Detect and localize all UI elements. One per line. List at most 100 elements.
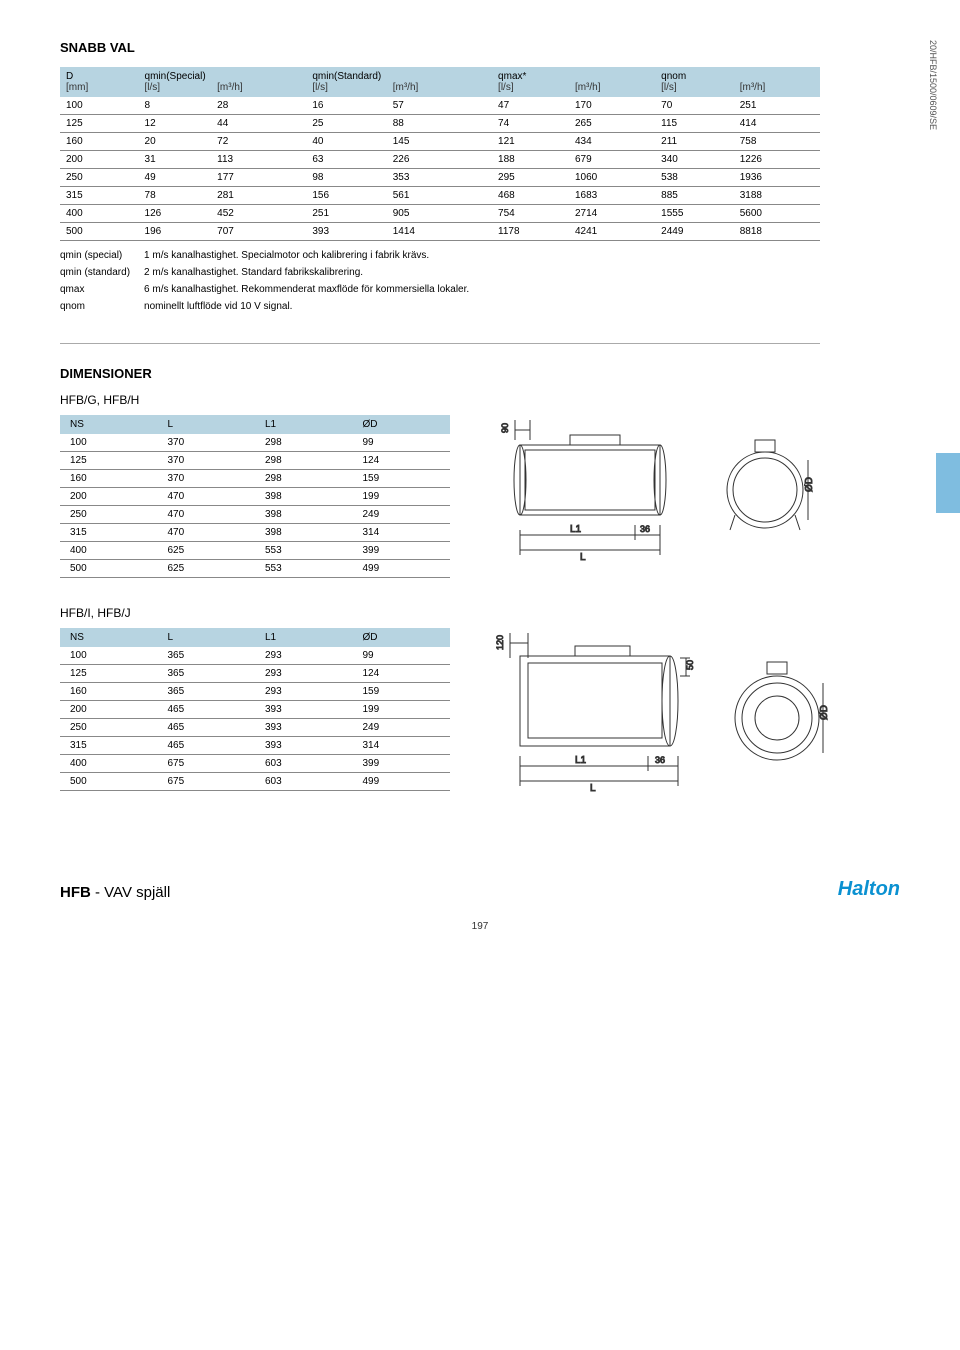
product-label: HFB - VAV spjäll xyxy=(60,884,170,901)
cell: 293 xyxy=(255,683,353,701)
cell: 188 xyxy=(492,151,569,169)
table-row: 160207240145121434211758 xyxy=(60,133,820,151)
col: L1 xyxy=(255,415,353,434)
cell: 465 xyxy=(158,701,256,719)
cell: 251 xyxy=(734,97,820,115)
cell: 370 xyxy=(158,470,256,488)
cell: 145 xyxy=(387,133,492,151)
cell: 199 xyxy=(353,488,451,506)
table-row: 20031113632261886793401226 xyxy=(60,151,820,169)
cell: 295 xyxy=(492,169,569,187)
page-number: 197 xyxy=(60,921,900,932)
cell: 470 xyxy=(158,506,256,524)
note-row: qmin (special)1 m/s kanalhastighet. Spec… xyxy=(60,247,483,264)
cell: 49 xyxy=(139,169,212,187)
document-code: 20/HFB/1500/0609/SE xyxy=(928,40,938,130)
cell: 63 xyxy=(306,151,386,169)
cell: 293 xyxy=(255,665,353,683)
side-view-svg: 120 50 L1 36 L xyxy=(480,628,710,798)
cell: 298 xyxy=(255,452,353,470)
cell: 1060 xyxy=(569,169,655,187)
dim2-table: NSLL1ØD 10036529399125365293124160365293… xyxy=(60,628,450,791)
cell: 159 xyxy=(353,683,451,701)
cell: 251 xyxy=(306,205,386,223)
svg-text:ØD: ØD xyxy=(804,477,815,492)
cell: 100 xyxy=(60,647,158,665)
cell: 100 xyxy=(60,97,139,115)
cell: 12 xyxy=(139,115,212,133)
cell: 370 xyxy=(158,452,256,470)
svg-text:L1: L1 xyxy=(570,524,582,535)
cell: 399 xyxy=(353,755,451,773)
product-code: HFB xyxy=(60,884,91,901)
col: L xyxy=(158,415,256,434)
col: ØD xyxy=(353,415,451,434)
table-row: 3157828115656146816838853188 xyxy=(60,187,820,205)
table-row: 500675603499 xyxy=(60,773,450,791)
cell: 675 xyxy=(158,755,256,773)
cell: 434 xyxy=(569,133,655,151)
cell: 468 xyxy=(492,187,569,205)
cell: 298 xyxy=(255,434,353,452)
cell: 499 xyxy=(353,773,451,791)
cell: 250 xyxy=(60,506,158,524)
cell: 315 xyxy=(60,187,139,205)
cell: 200 xyxy=(60,151,139,169)
cell: 465 xyxy=(158,737,256,755)
cell: 398 xyxy=(255,506,353,524)
brand-logo: Halton xyxy=(838,878,900,901)
cell: 3188 xyxy=(734,187,820,205)
table-row: 400625553399 xyxy=(60,542,450,560)
cell: 124 xyxy=(353,452,451,470)
col-d: D xyxy=(60,67,139,82)
cell: 170 xyxy=(569,97,655,115)
cell: 211 xyxy=(655,133,734,151)
svg-text:L: L xyxy=(590,783,596,794)
table-row: 250465393249 xyxy=(60,719,450,737)
cell: 100 xyxy=(60,434,158,452)
cell: 452 xyxy=(211,205,306,223)
cell: 72 xyxy=(211,133,306,151)
table-row: 160370298159 xyxy=(60,470,450,488)
cell: 40 xyxy=(306,133,386,151)
table-row: 400675603399 xyxy=(60,755,450,773)
cell: 370 xyxy=(158,434,256,452)
cell: 196 xyxy=(139,223,212,241)
cell: 25 xyxy=(306,115,386,133)
unit-ls: [l/s] xyxy=(655,82,734,97)
section-title-dimensioner: DIMENSIONER xyxy=(60,366,900,381)
cell: 314 xyxy=(353,737,451,755)
svg-text:36: 36 xyxy=(655,755,665,765)
cell: 625 xyxy=(158,560,256,578)
unit-mm: [mm] xyxy=(60,82,139,97)
divider xyxy=(60,343,820,344)
table-row: 200465393199 xyxy=(60,701,450,719)
col-qnom: qnom xyxy=(655,67,820,82)
cell: 561 xyxy=(387,187,492,205)
end-view-svg: ØD xyxy=(720,430,815,550)
cell: 159 xyxy=(353,470,451,488)
section-title-snabbval: SNABB VAL xyxy=(60,40,900,55)
cell: 465 xyxy=(158,719,256,737)
table-row: 10036529399 xyxy=(60,647,450,665)
cell: 365 xyxy=(158,665,256,683)
cell: 315 xyxy=(60,524,158,542)
cell: 625 xyxy=(158,542,256,560)
svg-text:120: 120 xyxy=(495,635,505,650)
cell: 177 xyxy=(211,169,306,187)
cell: 57 xyxy=(387,97,492,115)
cell: 365 xyxy=(158,683,256,701)
cell: 603 xyxy=(255,755,353,773)
cell: 393 xyxy=(306,223,386,241)
cell: 5600 xyxy=(734,205,820,223)
cell: 500 xyxy=(60,560,158,578)
cell: 315 xyxy=(60,737,158,755)
unit-m3h: [m³/h] xyxy=(734,82,820,97)
cell: 393 xyxy=(255,737,353,755)
cell: 2449 xyxy=(655,223,734,241)
cell: 353 xyxy=(387,169,492,187)
cell: 754 xyxy=(492,205,569,223)
table-row: 50019670739314141178424124498818 xyxy=(60,223,820,241)
note-value: 6 m/s kanalhastighet. Rekommenderat maxf… xyxy=(144,281,483,298)
cell: 393 xyxy=(255,701,353,719)
